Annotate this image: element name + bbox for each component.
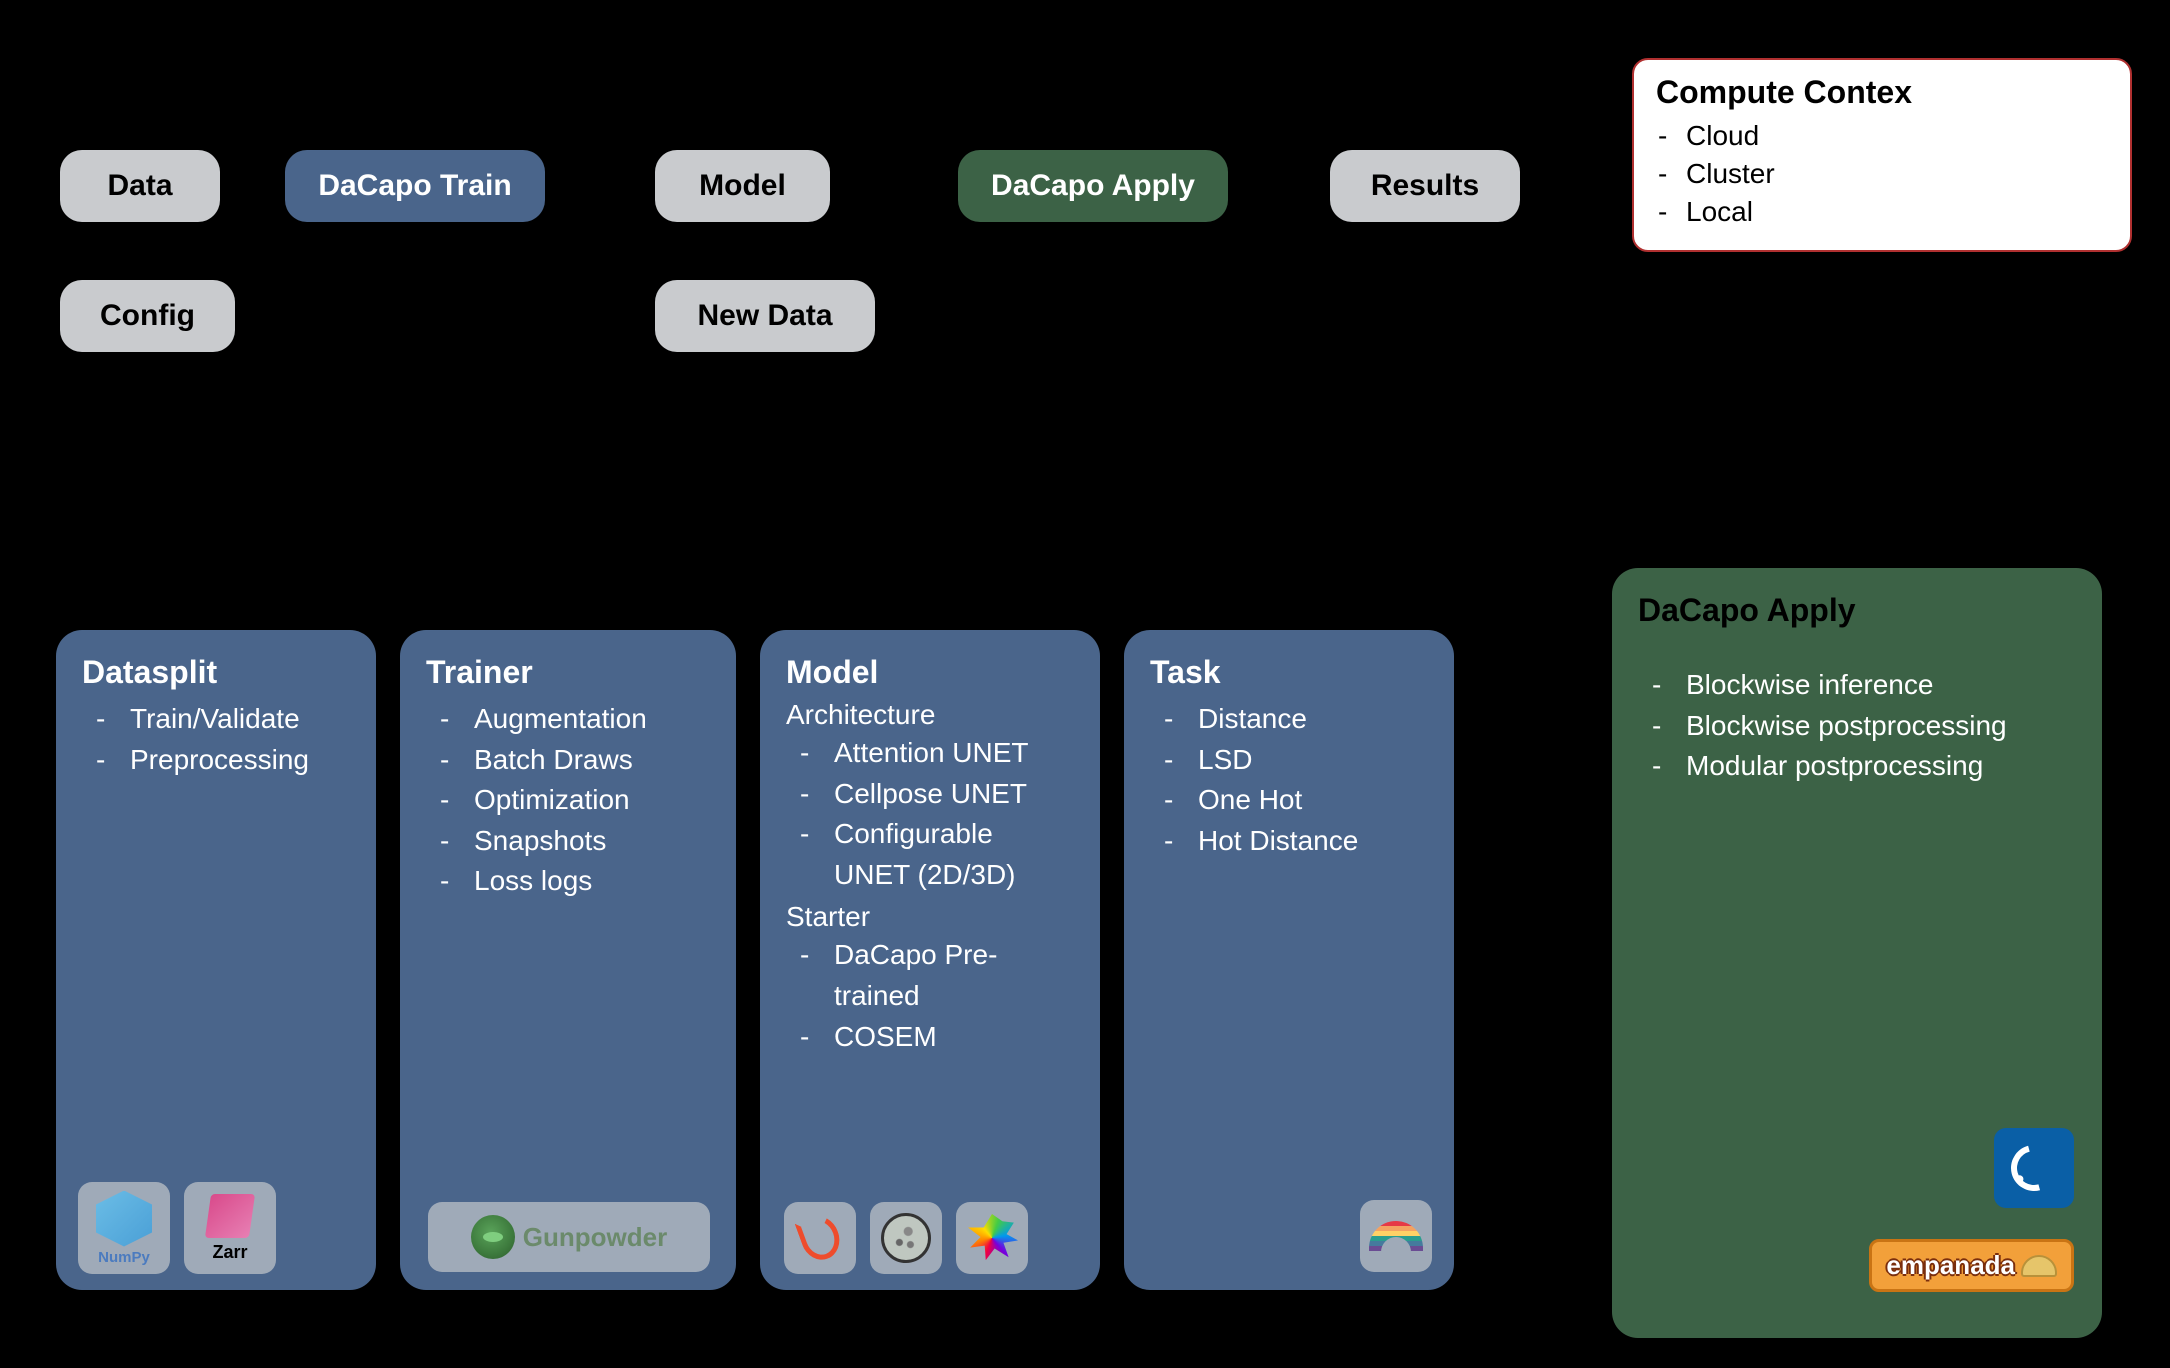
- model-architecture-subtitle: Architecture: [786, 699, 1074, 731]
- panel-list: Distance LSD One Hot Hot Distance: [1150, 699, 1428, 861]
- pill-dacapo-train: DaCapo Train: [285, 150, 545, 222]
- pill-results: Results: [1330, 150, 1520, 222]
- model-starter-list: DaCapo Pre-trained COSEM: [786, 935, 1074, 1057]
- numpy-label: NumPy: [98, 1249, 150, 1266]
- compute-list: Cloud Cluster Local: [1656, 117, 2108, 230]
- panel-title: Model: [786, 654, 1074, 691]
- pill-label: Model: [699, 169, 786, 203]
- zarr-label: Zarr: [212, 1242, 247, 1263]
- pytorch-flame-icon: [795, 1211, 846, 1265]
- panel-item: Train/Validate: [130, 699, 350, 740]
- panel-item: One Hot: [1198, 780, 1428, 821]
- rainbow-icon: [1360, 1200, 1432, 1272]
- model-starter-subtitle: Starter: [786, 901, 1074, 933]
- panel-title: Task: [1150, 654, 1428, 691]
- cellpose-icon: [870, 1202, 942, 1274]
- panel-item: Optimization: [474, 780, 710, 821]
- pill-label: Config: [100, 299, 195, 333]
- empanada-shape-icon: [2021, 1255, 2057, 1277]
- panel-model: Model Architecture Attention UNET Cellpo…: [760, 630, 1100, 1290]
- panel-item: DaCapo Pre-trained: [834, 935, 1074, 1016]
- pill-label: DaCapo Apply: [991, 169, 1195, 203]
- panel-datasplit: Datasplit Train/Validate Preprocessing N…: [56, 630, 376, 1290]
- gunpowder-label: Gunpowder: [523, 1222, 667, 1253]
- pill-dacapo-apply: DaCapo Apply: [958, 150, 1228, 222]
- rainbow-arc-icon: [1369, 1221, 1423, 1251]
- pill-label: DaCapo Train: [318, 169, 511, 203]
- panel-item: Cellpose UNET: [834, 774, 1074, 815]
- compute-context-box: Compute Contex Cloud Cluster Local: [1632, 58, 2132, 252]
- empanada-label: empanada: [1886, 1250, 2015, 1281]
- compute-item: Local: [1686, 193, 2108, 231]
- panel-item: Augmentation: [474, 699, 710, 740]
- pill-label: Data: [107, 169, 172, 203]
- pill-data: Data: [60, 150, 220, 222]
- pytorch-icon: [784, 1202, 856, 1274]
- panel-apply: DaCapo Apply Blockwise inference Blockwi…: [1612, 568, 2102, 1338]
- panel-item: COSEM: [834, 1017, 1074, 1058]
- scipy-curve-icon: [2003, 1137, 2066, 1200]
- compute-item: Cloud: [1686, 117, 2108, 155]
- scipy-badge-icon: [1994, 1128, 2074, 1208]
- cellpose-circle-icon: [881, 1213, 931, 1263]
- panel-list: Train/Validate Preprocessing: [82, 699, 350, 780]
- zarr-square-icon: [205, 1194, 255, 1238]
- zarr-icon: Zarr: [184, 1182, 276, 1274]
- empanada-badge: empanada: [1869, 1239, 2074, 1292]
- model-icons: [784, 1202, 1028, 1274]
- panel-title: DaCapo Apply: [1638, 592, 2076, 629]
- panel-item: Preprocessing: [130, 740, 350, 781]
- empanada-icon: empanada: [1869, 1239, 2074, 1292]
- pill-config: Config: [60, 280, 235, 352]
- datasplit-icons: NumPy Zarr: [78, 1182, 276, 1274]
- task-icons: [1360, 1200, 1432, 1272]
- pill-label: New Data: [697, 299, 832, 333]
- compute-title: Compute Contex: [1656, 74, 2108, 111]
- scipy-icon: [1994, 1128, 2074, 1208]
- rainbow-splash-icon: [966, 1214, 1018, 1262]
- panel-title: Datasplit: [82, 654, 350, 691]
- gunpowder-icon: Gunpowder: [428, 1202, 710, 1272]
- pill-model: Model: [655, 150, 830, 222]
- panel-trainer: Trainer Augmentation Batch Draws Optimiz…: [400, 630, 736, 1290]
- panel-item: Hot Distance: [1198, 821, 1428, 862]
- panel-title: Trainer: [426, 654, 710, 691]
- panel-item: Blockwise postprocessing: [1686, 706, 2076, 747]
- compute-item: Cluster: [1686, 155, 2108, 193]
- panel-list: Augmentation Batch Draws Optimization Sn…: [426, 699, 710, 902]
- panel-item: Configurable UNET (2D/3D): [834, 814, 1074, 895]
- panel-item: Attention UNET: [834, 733, 1074, 774]
- numpy-cube-icon: [96, 1191, 152, 1247]
- panel-item: Modular postprocessing: [1686, 746, 2076, 787]
- trainer-icons: Gunpowder: [428, 1202, 710, 1272]
- gunpowder-eye-icon: [471, 1215, 515, 1259]
- panel-item: Batch Draws: [474, 740, 710, 781]
- panel-list: Blockwise inference Blockwise postproces…: [1638, 665, 2076, 787]
- neuro-rainbow-icon: [956, 1202, 1028, 1274]
- model-arch-list: Attention UNET Cellpose UNET Configurabl…: [786, 733, 1074, 895]
- pill-label: Results: [1371, 169, 1479, 203]
- panel-task: Task Distance LSD One Hot Hot Distance: [1124, 630, 1454, 1290]
- panel-item: Snapshots: [474, 821, 710, 862]
- panel-item: Blockwise inference: [1686, 665, 2076, 706]
- pill-new-data: New Data: [655, 280, 875, 352]
- numpy-icon: NumPy: [78, 1182, 170, 1274]
- panel-item: Distance: [1198, 699, 1428, 740]
- panel-item: LSD: [1198, 740, 1428, 781]
- panel-item: Loss logs: [474, 861, 710, 902]
